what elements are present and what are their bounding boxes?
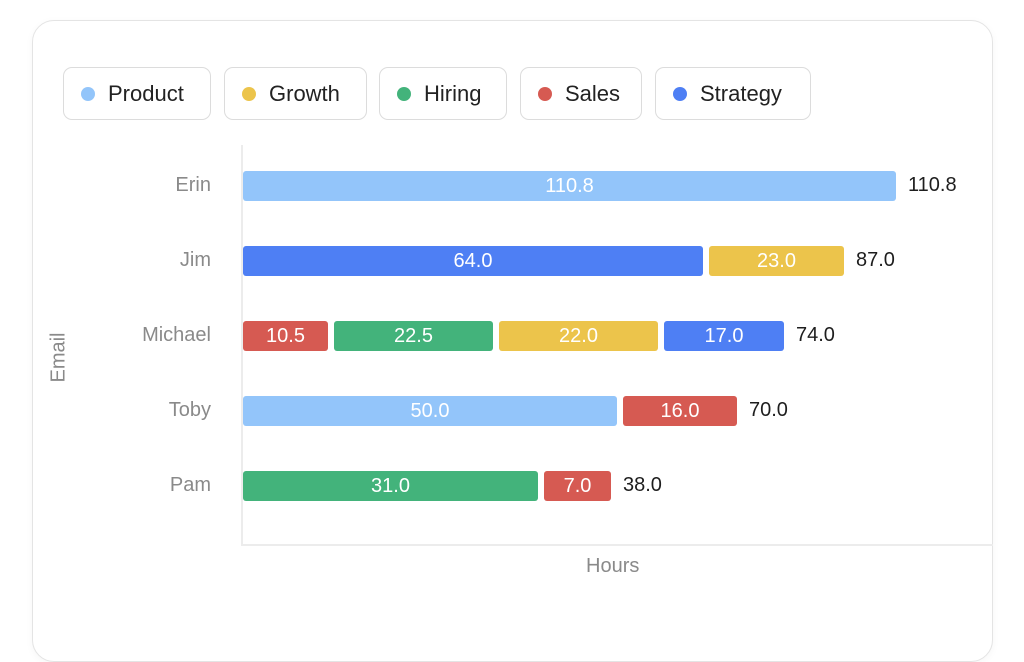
x-axis-title: Hours [586, 555, 640, 577]
y-axis-line [241, 145, 243, 545]
legend-dot-icon [397, 86, 411, 101]
legend-dot-icon [673, 86, 687, 101]
bar-segment-sales[interactable]: 7.0 [544, 471, 611, 501]
legend-dot-icon [538, 86, 552, 101]
legend-item-product[interactable]: Product [63, 67, 211, 120]
y-axis-title: Email [47, 332, 70, 383]
bar-total-label: 74.0 [796, 324, 835, 346]
bar-segment-strategy[interactable]: 64.0 [243, 246, 703, 276]
legend-item-hiring[interactable]: Hiring [379, 67, 507, 120]
bar-segment-growth[interactable]: 22.0 [499, 321, 658, 351]
y-tick-label: Toby [168, 399, 211, 421]
legend-label: Product [108, 80, 184, 106]
bar-segment-hiring[interactable]: 22.5 [334, 321, 493, 351]
bar-total-label: 70.0 [749, 399, 788, 421]
x-axis-line [241, 544, 993, 546]
y-tick-label: Michael [142, 324, 211, 346]
legend-item-sales[interactable]: Sales [520, 67, 642, 120]
legend-item-strategy[interactable]: Strategy [655, 67, 811, 120]
legend-label: Sales [565, 80, 621, 106]
bar-segment-sales[interactable]: 10.5 [243, 321, 328, 351]
bar-segment-growth[interactable]: 23.0 [709, 246, 844, 276]
bar-total-label: 38.0 [623, 474, 662, 496]
bar-segment-hiring[interactable]: 31.0 [243, 471, 538, 501]
bar-total-label: 87.0 [856, 249, 895, 271]
legend-dot-icon [242, 86, 256, 101]
bar-segment-product[interactable]: 110.8 [243, 171, 896, 201]
legend-label: Strategy [700, 80, 782, 106]
legend-item-growth[interactable]: Growth [224, 67, 367, 120]
y-tick-label: Erin [175, 174, 211, 196]
legend-label: Hiring [424, 80, 482, 106]
bar-segment-sales[interactable]: 16.0 [623, 396, 737, 426]
bar-total-label: 110.8 [908, 174, 957, 196]
bar-segment-strategy[interactable]: 17.0 [664, 321, 784, 351]
y-tick-label: Pam [169, 474, 211, 496]
legend-dot-icon [81, 86, 95, 101]
legend-label: Growth [269, 80, 340, 106]
y-tick-label: Jim [179, 249, 211, 271]
bar-segment-product[interactable]: 50.0 [243, 396, 617, 426]
